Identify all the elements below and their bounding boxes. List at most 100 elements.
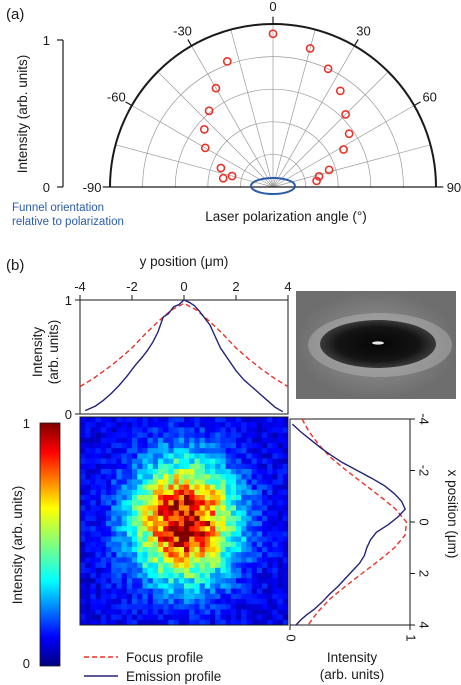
top-y-tick-label: 1 (65, 293, 72, 308)
heatmap-cell (210, 536, 216, 543)
heatmap-cell (90, 495, 96, 501)
heatmap-cell (137, 521, 143, 527)
heatmap-cell (262, 609, 268, 615)
heatmap-cell (163, 515, 169, 522)
heatmap-cell (251, 453, 258, 459)
heatmap-cell (90, 547, 96, 553)
heatmap-cell (168, 562, 174, 569)
heatmap-cell (100, 469, 107, 475)
heatmap-cell (277, 484, 284, 491)
heatmap-cell (194, 614, 200, 621)
heatmap-cell (111, 526, 117, 532)
heatmap-cell (116, 432, 122, 439)
heatmap-cell (80, 614, 86, 621)
heatmap-cell (246, 573, 252, 579)
heatmap-cell (132, 510, 138, 517)
heatmap-cell (95, 578, 102, 584)
heatmap-cell (158, 599, 164, 605)
heatmap-cell (251, 432, 258, 439)
heatmap-cell (251, 489, 258, 496)
heatmap-cell (126, 505, 133, 511)
heatmap-cell (152, 469, 159, 475)
heatmap-cell (116, 557, 122, 563)
heatmap-cell (262, 515, 268, 522)
heatmap-cell (111, 583, 117, 589)
heatmap-cell (142, 422, 148, 428)
heatmap-cell (256, 567, 263, 574)
heatmap-cell (282, 547, 289, 553)
heatmap-cell (80, 505, 86, 511)
heatmap-cell (215, 515, 221, 522)
heatmap-cell (100, 479, 107, 485)
heatmap-cell (210, 443, 216, 449)
heatmap-cell (142, 510, 148, 517)
heatmap-cell (178, 547, 185, 553)
heatmap-cell (225, 510, 232, 517)
heatmap-cell (132, 588, 138, 595)
heatmap-cell (230, 609, 237, 615)
heatmap-cell (116, 515, 122, 522)
heatmap-cell (106, 526, 112, 532)
heatmap-cell (100, 443, 107, 449)
heatmap-cell (241, 547, 247, 553)
heatmap-cell (204, 521, 211, 527)
heatmap-cell (262, 573, 268, 579)
polar-theta-tick-label: -30 (173, 23, 192, 38)
heatmap-cell (126, 437, 133, 444)
heatmap-cell (173, 599, 180, 605)
heatmap-cell (100, 427, 107, 433)
heatmap-cell (220, 521, 226, 527)
heatmap-cell (272, 448, 278, 454)
heatmap-cell (111, 479, 117, 485)
heatmap-cell (220, 562, 226, 569)
heatmap-cell (262, 567, 268, 574)
heatmap-cell (80, 609, 86, 615)
heatmap-cell (116, 567, 122, 574)
heatmap-cell (215, 443, 221, 449)
heatmap-cell (90, 417, 96, 423)
polar-theta-tick-label: -90 (83, 180, 102, 195)
heatmap-cell (178, 474, 185, 480)
heatmap-cell (168, 443, 174, 449)
heatmap-cell (163, 573, 169, 579)
heatmap-cell (163, 505, 169, 511)
heatmap-cell (152, 489, 159, 496)
heatmap-cell (168, 599, 174, 605)
heatmap-cell (262, 484, 268, 491)
heatmap-cell (236, 557, 242, 563)
heatmap-cell (137, 463, 143, 470)
heatmap-cell (215, 536, 221, 543)
heatmap-cell (163, 432, 169, 439)
heatmap-cell (95, 500, 102, 506)
heatmap-cell (80, 417, 86, 423)
heatmap-cell (111, 443, 117, 449)
heatmap-cell (121, 458, 128, 465)
heatmap-cell (126, 599, 133, 605)
heatmap-cell (184, 484, 190, 491)
heatmap-cell (152, 437, 159, 444)
heatmap-cell (220, 474, 226, 480)
polar-grid-spoke (191, 45, 274, 188)
heatmap-cell (85, 463, 91, 470)
heatmap-cell (277, 458, 284, 465)
heatmap-cell (152, 453, 159, 459)
heatmap-cell (225, 562, 232, 569)
heatmap-cell (90, 432, 96, 439)
heatmap-cell (184, 567, 190, 574)
heatmap-cell (111, 432, 117, 439)
heatmap-cell (116, 593, 122, 600)
heatmap-cell (194, 448, 200, 454)
heatmap-cell (121, 510, 128, 517)
heatmap-cell (100, 495, 107, 501)
heatmap-cell (121, 609, 128, 615)
heatmap-cell (204, 463, 211, 470)
heatmap-cell (189, 541, 195, 548)
polar-grid-spoke (272, 71, 389, 188)
heatmap-cell (236, 474, 242, 480)
heatmap-cell (246, 417, 252, 423)
heatmap-cell (80, 469, 86, 475)
heatmap-cell (173, 567, 180, 574)
heatmap-cell (204, 547, 211, 553)
heatmap-cell (111, 547, 117, 553)
heatmap-cell (241, 469, 247, 475)
